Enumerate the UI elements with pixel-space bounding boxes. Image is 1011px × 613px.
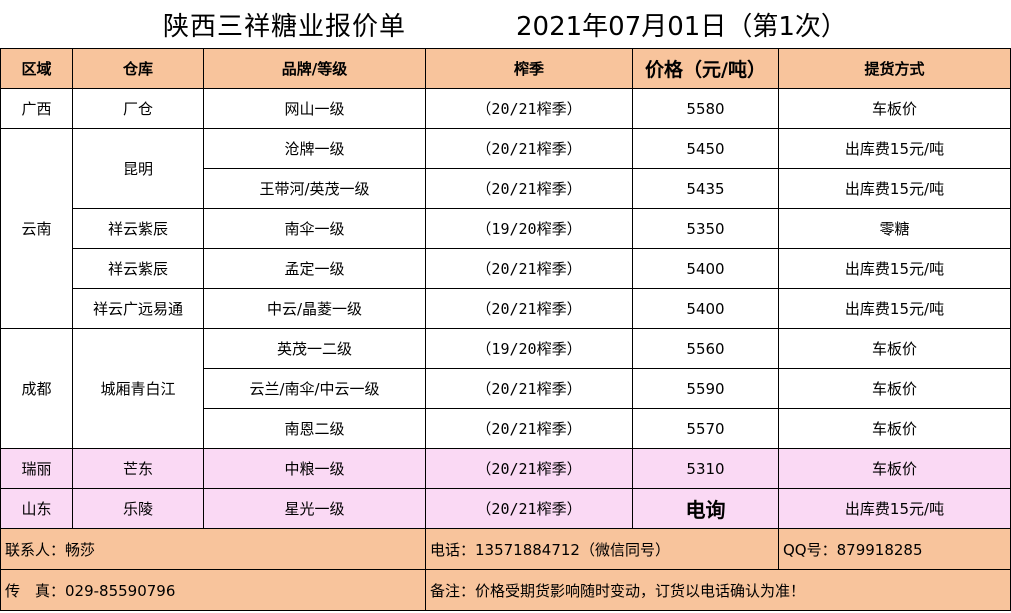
brand-cell[interactable]: 网山一级 bbox=[203, 88, 426, 129]
warehouse-cell[interactable]: 祥云紫辰 bbox=[72, 208, 204, 249]
season-cell[interactable]: （19/20榨季） bbox=[425, 328, 633, 369]
table-row: 祥云广远易通 中云/晶菱一级 （20/21榨季） 5400 出库费15元/吨 bbox=[1, 288, 1011, 329]
table-row: 王带河/英茂一级 （20/21榨季） 5435 出库费15元/吨 bbox=[1, 168, 1011, 209]
table-row: 成都 城厢青白江 英茂一二级 （19/20榨季） 5560 车板价 bbox=[0, 328, 1011, 449]
delivery-cell[interactable]: 出库费15元/吨 bbox=[778, 248, 1011, 289]
contact-qq[interactable]: QQ号：879918285 bbox=[778, 528, 1011, 570]
delivery-cell[interactable]: 零糖 bbox=[778, 208, 1011, 249]
header-brand[interactable]: 品牌/等级 bbox=[203, 48, 426, 89]
region-cell[interactable]: 瑞丽 bbox=[0, 448, 73, 489]
price-cell[interactable]: 5580 bbox=[632, 88, 779, 129]
contact-phone[interactable]: 电话：13571884712（微信同号） bbox=[425, 528, 779, 570]
table-row: 云兰/南伞/中云一级 （20/21榨季） 5590 车板价 bbox=[1, 368, 1011, 409]
warehouse-cell[interactable]: 芒东 bbox=[72, 448, 204, 489]
table-row: 祥云紫辰 南伞一级 （19/20榨季） 5350 零糖 bbox=[1, 208, 1011, 249]
header-price[interactable]: 价格（元/吨） bbox=[632, 48, 779, 89]
table-row: 祥云紫辰 孟定一级 （20/21榨季） 5400 出库费15元/吨 bbox=[1, 248, 1011, 289]
table-row: 云南 昆明 沧牌一级 （20/21榨季） 5450 出库费15元/吨 bbox=[0, 128, 1011, 329]
price-cell[interactable]: 5400 bbox=[632, 248, 779, 289]
region-cell[interactable]: 成都 bbox=[0, 328, 73, 449]
table-row: 瑞丽 芒东 中粮一级 （20/21榨季） 5310 车板价 bbox=[0, 448, 1011, 489]
delivery-cell[interactable]: 车板价 bbox=[778, 408, 1011, 449]
season-cell[interactable]: （20/21榨季） bbox=[425, 128, 633, 169]
table-row: 山东 乐陵 星光一级 （20/21榨季） 电询 出库费15元/吨 bbox=[0, 488, 1011, 529]
brand-cell[interactable]: 云兰/南伞/中云一级 bbox=[203, 368, 426, 409]
season-cell[interactable]: （20/21榨季） bbox=[425, 288, 633, 329]
delivery-cell[interactable]: 车板价 bbox=[778, 368, 1011, 409]
delivery-cell[interactable]: 车板价 bbox=[778, 328, 1011, 369]
brand-cell[interactable]: 英茂一二级 bbox=[203, 328, 426, 369]
brand-cell[interactable]: 星光一级 bbox=[203, 488, 426, 529]
fax-row: 传 真：029-85590796 备注：价格受期货影响随时变动，订货以电话确认为… bbox=[0, 569, 1011, 611]
header-delivery[interactable]: 提货方式 bbox=[778, 48, 1011, 89]
season-cell[interactable]: （20/21榨季） bbox=[425, 488, 633, 529]
contact-person[interactable]: 联系人：畅莎 bbox=[0, 528, 426, 570]
season-cell[interactable]: （20/21榨季） bbox=[425, 88, 633, 129]
header-warehouse[interactable]: 仓库 bbox=[72, 48, 204, 89]
quote-date: 2021年07月01日（第1次） bbox=[516, 12, 847, 42]
season-cell[interactable]: （19/20榨季） bbox=[425, 208, 633, 249]
price-cell[interactable]: 5570 bbox=[632, 408, 779, 449]
brand-cell[interactable]: 孟定一级 bbox=[203, 248, 426, 289]
season-cell[interactable]: （20/21榨季） bbox=[425, 368, 633, 409]
region-cell[interactable]: 云南 bbox=[0, 128, 73, 329]
warehouse-cell[interactable]: 厂仓 bbox=[72, 88, 204, 129]
brand-cell[interactable]: 南伞一级 bbox=[203, 208, 426, 249]
contact-row: 联系人：畅莎 电话：13571884712（微信同号） QQ号：87991828… bbox=[0, 528, 1011, 570]
table-row: 广西 厂仓 网山一级 （20/21榨季） 5580 车板价 bbox=[0, 88, 1011, 129]
brand-cell[interactable]: 南恩二级 bbox=[203, 408, 426, 449]
title-bar: 陕西三祥糖业报价单 2021年07月01日（第1次） bbox=[0, 0, 1011, 48]
warehouse-cell[interactable]: 乐陵 bbox=[72, 488, 204, 529]
season-cell[interactable]: （20/21榨季） bbox=[425, 248, 633, 289]
contact-fax[interactable]: 传 真：029-85590796 bbox=[0, 569, 426, 611]
delivery-cell[interactable]: 出库费15元/吨 bbox=[778, 128, 1011, 169]
header-season[interactable]: 榨季 bbox=[425, 48, 633, 89]
warehouse-cell[interactable]: 祥云广远易通 bbox=[72, 288, 204, 329]
price-cell[interactable]: 5400 bbox=[632, 288, 779, 329]
warehouse-cell[interactable]: 昆明 bbox=[72, 128, 204, 209]
season-cell[interactable]: （20/21榨季） bbox=[425, 168, 633, 209]
season-cell[interactable]: （20/21榨季） bbox=[425, 408, 633, 449]
warehouse-cell[interactable]: 祥云紫辰 bbox=[72, 248, 204, 289]
season-cell[interactable]: （20/21榨季） bbox=[425, 448, 633, 489]
warehouse-cell[interactable]: 城厢青白江 bbox=[72, 328, 204, 449]
price-cell[interactable]: 5560 bbox=[632, 328, 779, 369]
delivery-cell[interactable]: 出库费15元/吨 bbox=[778, 168, 1011, 209]
table-row: 南恩二级 （20/21榨季） 5570 车板价 bbox=[1, 408, 1011, 449]
price-cell[interactable]: 5435 bbox=[632, 168, 779, 209]
delivery-cell[interactable]: 车板价 bbox=[778, 88, 1011, 129]
brand-cell[interactable]: 沧牌一级 bbox=[203, 128, 426, 169]
delivery-cell[interactable]: 车板价 bbox=[778, 448, 1011, 489]
price-cell[interactable]: 电询 bbox=[632, 488, 779, 529]
price-cell[interactable]: 5590 bbox=[632, 368, 779, 409]
price-cell[interactable]: 5450 bbox=[632, 128, 779, 169]
header-region[interactable]: 区域 bbox=[0, 48, 73, 89]
price-cell[interactable]: 5350 bbox=[632, 208, 779, 249]
delivery-cell[interactable]: 出库费15元/吨 bbox=[778, 488, 1011, 529]
brand-cell[interactable]: 中云/晶菱一级 bbox=[203, 288, 426, 329]
price-table: 区域 仓库 品牌/等级 榨季 价格（元/吨） 提货方式 广西 厂仓 网山一级 （… bbox=[0, 48, 1011, 611]
brand-cell[interactable]: 中粮一级 bbox=[203, 448, 426, 489]
sheet-title: 陕西三祥糖业报价单 bbox=[163, 12, 407, 42]
brand-cell[interactable]: 王带河/英茂一级 bbox=[203, 168, 426, 209]
remark-note[interactable]: 备注：价格受期货影响随时变动，订货以电话确认为准！ bbox=[425, 569, 1011, 611]
region-cell[interactable]: 广西 bbox=[0, 88, 73, 129]
delivery-cell[interactable]: 出库费15元/吨 bbox=[778, 288, 1011, 329]
region-cell[interactable]: 山东 bbox=[0, 488, 73, 529]
price-cell[interactable]: 5310 bbox=[632, 448, 779, 489]
header-row: 区域 仓库 品牌/等级 榨季 价格（元/吨） 提货方式 bbox=[0, 48, 1011, 89]
